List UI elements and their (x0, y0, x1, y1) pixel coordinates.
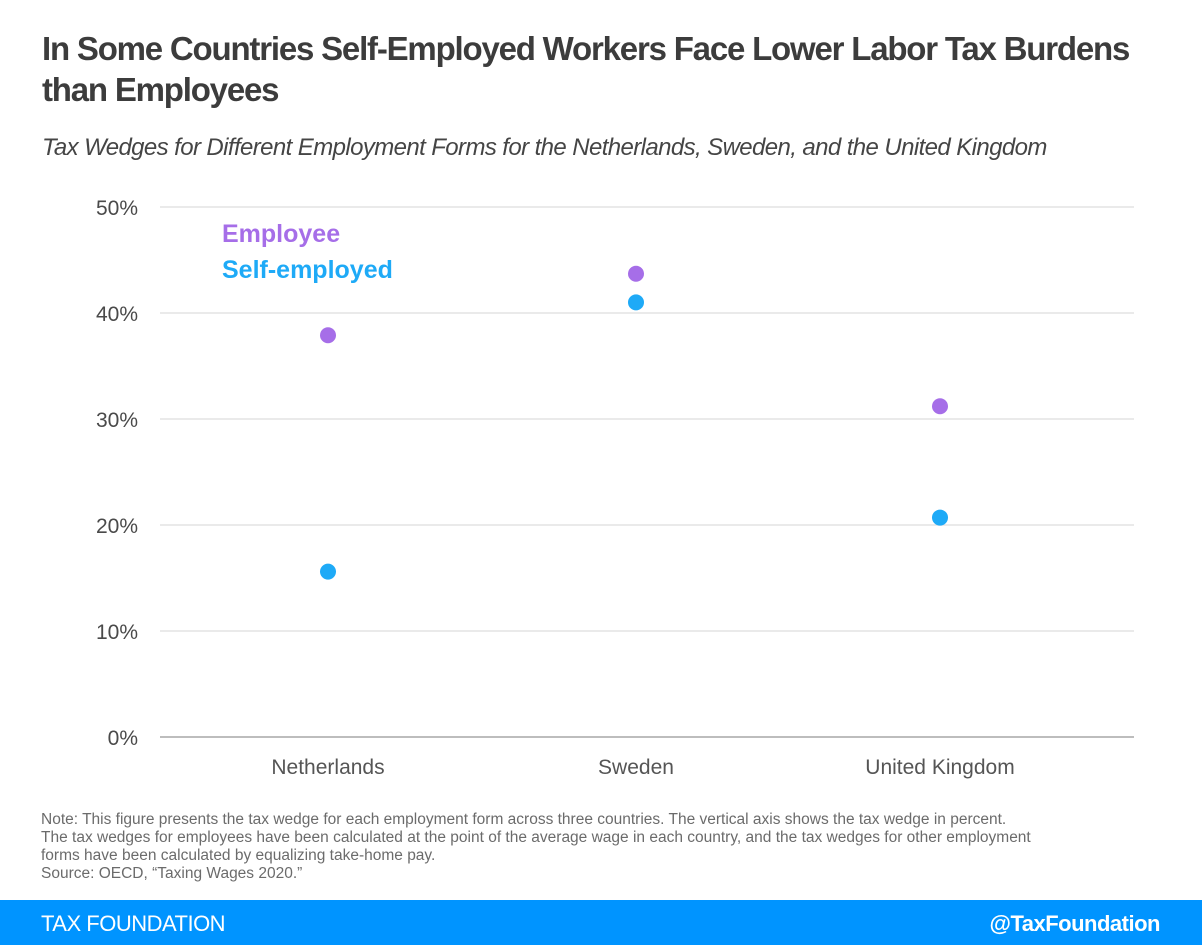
y-tick-label: 50% (96, 197, 138, 220)
y-tick-label: 30% (96, 409, 138, 432)
chart-note: Note: This figure presents the tax wedge… (41, 811, 1191, 883)
x-category-label: Sweden (598, 756, 674, 779)
self-employed-point (628, 294, 644, 311)
brand-logo-text: TAX FOUNDATION (41, 911, 226, 936)
legend-employee: Employee (222, 220, 340, 248)
scatter-chart: 0% 10% 20% 30% 40% 50% Netherlands Sweden Unite… (96, 197, 1134, 779)
note-line: The tax wedges for employees have been c… (41, 829, 1031, 846)
employee-point (320, 327, 336, 344)
y-tick-label: 20% (96, 515, 138, 538)
chart-title: In Some Countries Self-Employed Workers … (42, 30, 1130, 108)
note-line: Note: This figure presents the tax wedge… (41, 811, 1007, 828)
x-category-label: Netherlands (271, 756, 384, 779)
y-axis-ticks: 0% 10% 20% 30% 40% 50% (96, 197, 138, 750)
footer-bar: TAX FOUNDATION @TaxFoundation (0, 900, 1202, 945)
self-employed-point (320, 563, 336, 580)
data-points (320, 265, 948, 580)
y-tick-label: 10% (96, 621, 138, 644)
note-line: forms have been calculated by equalizing… (41, 847, 436, 864)
legend: Employee Self-employed (222, 220, 393, 284)
y-tick-label: 40% (96, 303, 138, 326)
chart-subtitle: Tax Wedges for Different Employment Form… (42, 134, 1047, 161)
self-employed-point (932, 509, 948, 526)
source-line: Source: OECD, “Taxing Wages 2020.” (41, 865, 303, 882)
legend-self-employed: Self-employed (222, 256, 393, 284)
x-category-label: United Kingdom (865, 756, 1014, 779)
gridlines (160, 206, 1134, 738)
employee-point (932, 398, 948, 415)
twitter-handle[interactable]: @TaxFoundation (989, 911, 1161, 936)
employee-point (628, 265, 644, 282)
y-tick-label: 0% (108, 727, 138, 750)
x-axis-labels: Netherlands Sweden United Kingdom (271, 756, 1014, 779)
